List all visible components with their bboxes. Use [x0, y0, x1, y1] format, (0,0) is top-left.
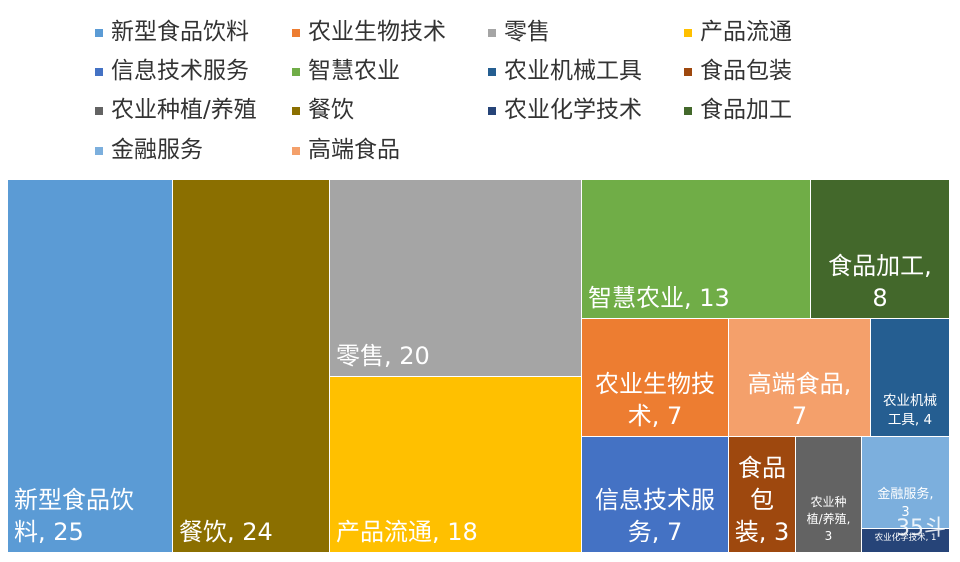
legend-swatch — [684, 67, 692, 76]
legend-item: 产品流通 — [684, 21, 792, 44]
tile-label: 装, 3 — [735, 518, 790, 546]
legend-label: 新型食品饮料 — [111, 19, 249, 45]
legend-label: 餐饮 — [308, 97, 354, 123]
tile-label: 新型食品饮 — [14, 486, 134, 514]
treemap-rect — [871, 319, 949, 436]
tile-label: 农业机械 — [883, 393, 937, 409]
tile-label: 7 — [792, 402, 807, 430]
legend-label: 高端食品 — [308, 137, 400, 163]
tile-label: 务, 7 — [628, 518, 683, 546]
legend-swatch — [292, 146, 300, 155]
legend-label: 农业生物技术 — [308, 19, 446, 45]
legend-label: 食品包装 — [700, 58, 792, 84]
treemap-tile: 零售, 20 — [330, 180, 581, 376]
treemap-rect — [862, 529, 949, 552]
legend-item: 农业机械工具 — [488, 60, 642, 83]
treemap-rect — [330, 180, 581, 376]
legend-label: 信息技术服务 — [111, 58, 249, 84]
treemap-tile: 食品加工, 8 — [811, 180, 949, 318]
treemap-rect — [796, 437, 861, 552]
tile-label: 农业种 — [810, 495, 846, 509]
tile-label: 3 — [825, 529, 833, 543]
legend-item: 零售 — [488, 21, 550, 44]
legend-item: 餐饮 — [292, 99, 354, 122]
tile-label: 零售, 20 — [336, 342, 430, 370]
legend-item: 信息技术服务 — [95, 60, 249, 83]
treemap-rect — [8, 180, 172, 552]
treemap-rect — [582, 180, 810, 318]
tile-label: 工具, 4 — [888, 412, 932, 428]
treemap-tile: 金融服务, 3 — [862, 437, 949, 528]
treemap-rect — [330, 377, 581, 552]
tile-label: 智慧农业, 13 — [588, 284, 730, 312]
watermark: 35斗 — [896, 516, 946, 541]
tile-label: 8 — [872, 284, 887, 312]
legend-label: 产品流通 — [700, 19, 792, 45]
treemap-tile: 餐饮, 24 — [173, 180, 329, 552]
tile-label: 高端食品, — [748, 370, 852, 398]
treemap-rect — [582, 437, 728, 552]
tile-label: 料, 25 — [14, 518, 84, 546]
legend-label: 农业种植/养殖 — [111, 97, 257, 123]
treemap-tile: 农业化学技术, 1 — [862, 529, 949, 552]
legend-swatch — [95, 67, 103, 76]
legend-swatch — [95, 146, 103, 155]
tile-label: 食品加工, — [828, 252, 932, 280]
treemap-tile: 产品流通, 18 — [330, 377, 581, 552]
legend-label: 农业化学技术 — [504, 97, 642, 123]
tile-label: 餐饮, 24 — [179, 518, 273, 546]
treemap-tile: 农业生物技术, 7 — [582, 319, 728, 436]
tile-label: 植/养殖, — [807, 511, 851, 526]
treemap-rect — [811, 180, 949, 318]
tile-label: 3 — [901, 505, 909, 520]
legend-item: 高端食品 — [292, 139, 400, 162]
legend-swatch — [95, 28, 103, 37]
legend-swatch — [488, 67, 496, 76]
tile-label: 农业生物技 — [595, 370, 715, 398]
legend-label: 金融服务 — [111, 137, 203, 163]
legend: 新型食品饮料 农业生物技术 零售 产品流通信息技术服务 智慧农业 农业机械工具 食品包装农业… — [0, 0, 960, 178]
tile-label: 金融服务, — [877, 486, 933, 502]
legend-item: 食品加工 — [684, 99, 792, 122]
treemap-rect — [729, 437, 795, 552]
legend-swatch — [292, 67, 300, 76]
legend-swatch — [95, 106, 103, 115]
legend-item: 新型食品饮料 — [95, 21, 249, 44]
legend-swatch — [488, 28, 496, 37]
treemap-tile: 农业机械工具, 4 — [871, 319, 949, 436]
treemap-rect — [173, 180, 329, 552]
legend-item: 农业生物技术 — [292, 21, 446, 44]
treemap-tile: 农业种植/养殖, 3 — [796, 437, 861, 552]
legend-label: 农业机械工具 — [504, 58, 642, 84]
legend-label: 零售 — [504, 19, 550, 45]
legend-item: 智慧农业 — [292, 60, 400, 83]
tile-label: 食品 — [738, 454, 786, 482]
treemap-tile: 智慧农业, 13 — [582, 180, 810, 318]
tile-label: 产品流通, 18 — [336, 518, 478, 546]
legend-swatch — [292, 106, 300, 115]
legend-item: 金融服务 — [95, 139, 203, 162]
tile-label: 信息技术服 — [595, 486, 715, 514]
tile-label: 农业化学技术, 1 — [875, 532, 937, 543]
treemap-rect — [729, 319, 870, 436]
legend-label: 食品加工 — [700, 97, 792, 123]
legend-swatch — [292, 28, 300, 37]
legend-swatch — [684, 28, 692, 37]
treemap-rect — [862, 437, 949, 528]
legend-item: 农业种植/养殖 — [95, 99, 257, 122]
legend-item: 农业化学技术 — [488, 99, 642, 122]
treemap-tile: 新型食品饮料, 25 — [8, 180, 172, 552]
legend-swatch — [488, 106, 496, 115]
tile-label: 包 — [750, 486, 774, 514]
legend-item: 食品包装 — [684, 60, 792, 83]
treemap-tile: 信息技术服务, 7 — [582, 437, 728, 552]
legend-label: 智慧农业 — [308, 58, 400, 84]
treemap-tile: 高端食品, 7 — [729, 319, 870, 436]
treemap-rect — [582, 319, 728, 436]
treemap-tile: 食品包装, 3 — [729, 437, 795, 552]
legend-swatch — [684, 106, 692, 115]
tile-label: 术, 7 — [628, 402, 683, 430]
